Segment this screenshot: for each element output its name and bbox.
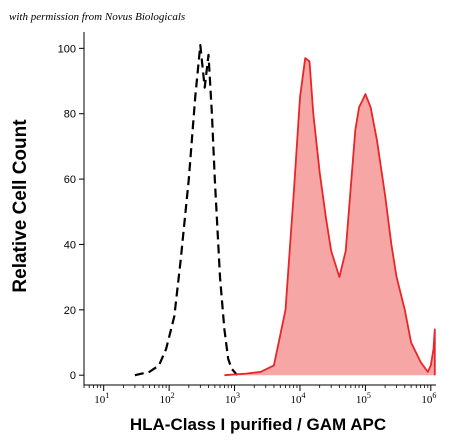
y-axis-label: Relative Cell Count	[10, 119, 31, 293]
y-tick-label: 20	[64, 305, 76, 317]
x-tick-label: 105	[356, 391, 371, 406]
plot-area	[134, 44, 436, 377]
x-tick-label: 106	[421, 391, 436, 406]
x-axis-label: HLA-Class I purified / GAM APC	[130, 415, 386, 434]
y-axis: 0 20 40 60 80 100	[58, 32, 85, 385]
x-tick-label: 101	[94, 391, 109, 406]
y-tick-label: 0	[70, 370, 76, 382]
y-tick-label: 80	[64, 109, 76, 121]
x-tick-label: 104	[290, 391, 305, 406]
x-tick-label: 102	[160, 391, 175, 406]
x-tick-label: 103	[225, 391, 240, 406]
credit-text: with permission from Novus Biologicals	[9, 11, 185, 23]
y-tick-label: 60	[64, 174, 76, 186]
y-tick-label: 100	[58, 43, 76, 55]
control-histogram-line	[134, 44, 239, 377]
x-axis: 101 102 103 104 105 106	[83, 384, 436, 406]
stained-histogram-fill	[224, 58, 435, 376]
y-tick-label: 40	[64, 239, 76, 251]
stained-histogram-line	[224, 57, 436, 377]
